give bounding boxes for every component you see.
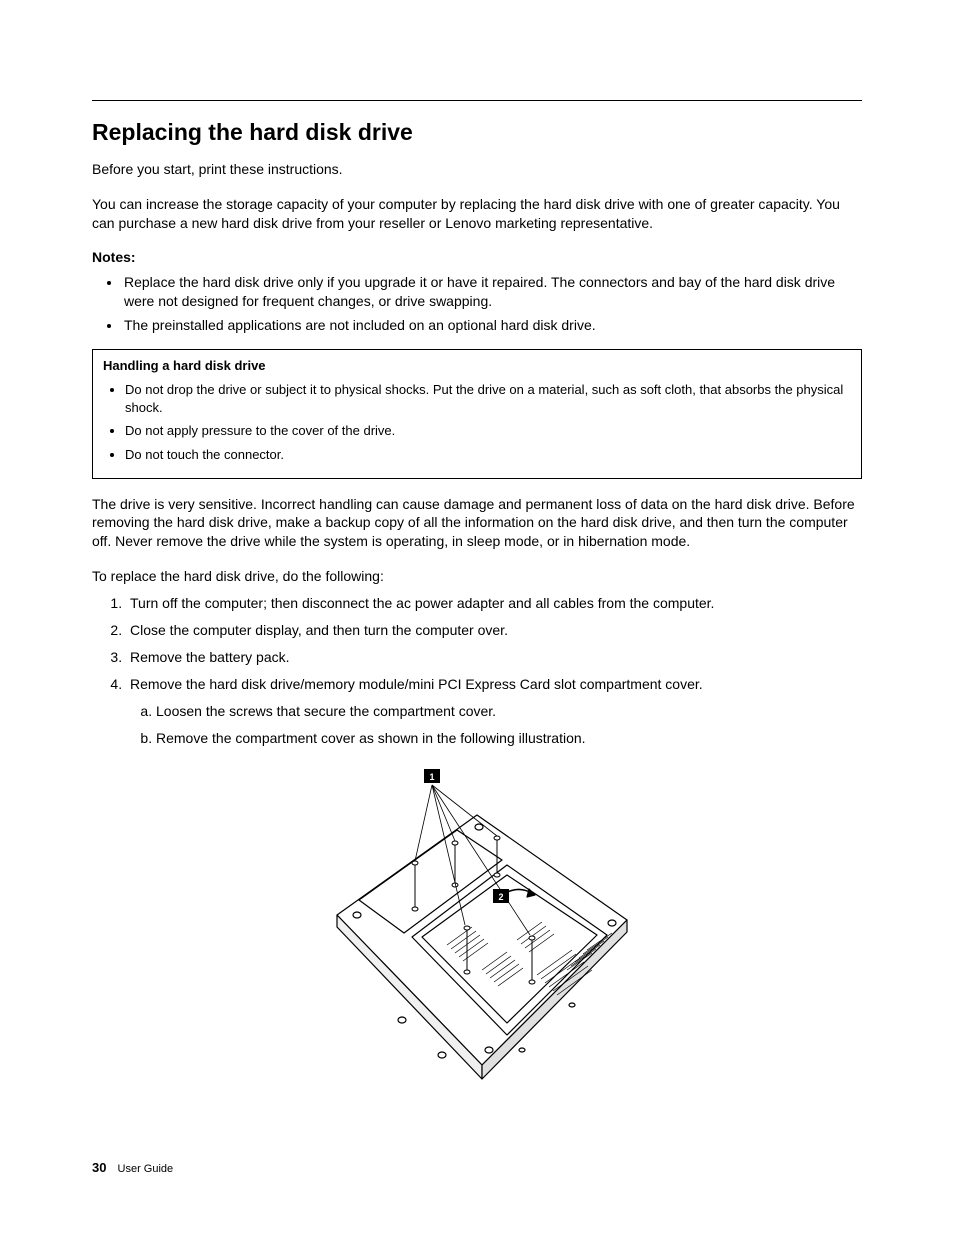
replace-intro: To replace the hard disk drive, do the f… [92, 567, 862, 586]
intro-paragraph-2: You can increase the storage capacity of… [92, 195, 862, 233]
steps-list: Turn off the computer; then disconnect t… [92, 594, 862, 747]
intro-paragraph-1: Before you start, print these instructio… [92, 160, 862, 179]
top-rule [92, 100, 862, 101]
handling-item: Do not touch the connector. [125, 446, 851, 464]
note-item: The preinstalled applications are not in… [122, 316, 862, 335]
page-footer: 30 User Guide [92, 1160, 173, 1175]
illustration-container: 1 2 [92, 765, 862, 1095]
step-item: Remove the hard disk drive/memory module… [126, 675, 862, 748]
page-heading: Replacing the hard disk drive [92, 119, 862, 146]
notes-list: Replace the hard disk drive only if you … [92, 273, 862, 336]
step-text: Remove the hard disk drive/memory module… [130, 676, 703, 692]
notes-label: Notes: [92, 249, 862, 265]
step-item: Remove the battery pack. [126, 648, 862, 667]
step-item: Close the computer display, and then tur… [126, 621, 862, 640]
sensitive-paragraph: The drive is very sensitive. Incorrect h… [92, 495, 862, 552]
callout-label-1: 1 [429, 772, 434, 782]
handling-item: Do not apply pressure to the cover of th… [125, 422, 851, 440]
substep-item: Loosen the screws that secure the compar… [156, 702, 862, 721]
handling-title: Handling a hard disk drive [103, 358, 851, 373]
page-number: 30 [92, 1160, 106, 1175]
substeps-list: Loosen the screws that secure the compar… [130, 702, 862, 748]
laptop-illustration: 1 2 [307, 765, 647, 1095]
document-page: Replacing the hard disk drive Before you… [0, 0, 954, 1235]
step-item: Turn off the computer; then disconnect t… [126, 594, 862, 613]
substep-item: Remove the compartment cover as shown in… [156, 729, 862, 748]
handling-item: Do not drop the drive or subject it to p… [125, 381, 851, 416]
handling-list: Do not drop the drive or subject it to p… [103, 381, 851, 463]
note-item: Replace the hard disk drive only if you … [122, 273, 862, 311]
callout-label-2: 2 [498, 892, 503, 902]
footer-label: User Guide [118, 1163, 174, 1175]
handling-box: Handling a hard disk drive Do not drop t… [92, 349, 862, 478]
